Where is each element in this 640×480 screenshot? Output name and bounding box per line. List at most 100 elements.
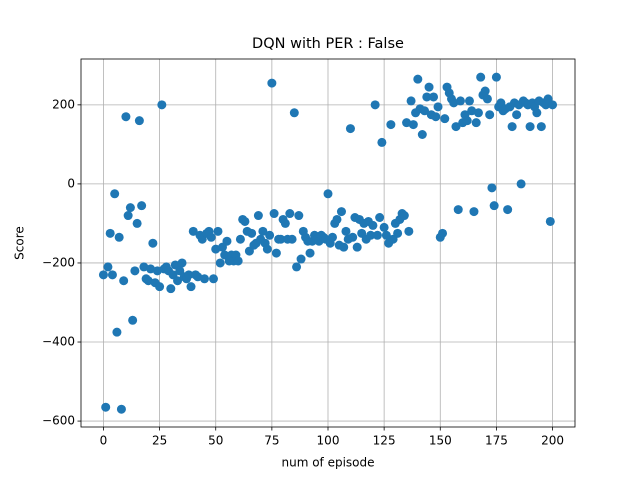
point: [166, 284, 176, 294]
point: [323, 189, 333, 199]
x-tick-label: 125: [373, 434, 396, 448]
point: [512, 110, 522, 120]
plot-marks: [98, 72, 558, 414]
point: [262, 244, 272, 254]
point: [114, 232, 124, 242]
point: [233, 256, 243, 266]
point: [101, 402, 111, 412]
point: [134, 116, 144, 126]
point: [366, 230, 376, 240]
point: [417, 129, 427, 139]
point: [489, 201, 499, 211]
x-tick-label: 25: [152, 434, 167, 448]
grid: [81, 59, 575, 427]
point: [532, 108, 542, 118]
point: [222, 236, 232, 246]
point: [265, 230, 275, 240]
point: [339, 242, 349, 252]
point: [440, 114, 450, 124]
x-tick-label: 0: [100, 434, 108, 448]
point: [379, 222, 389, 232]
point: [130, 266, 140, 276]
point: [98, 270, 108, 280]
point: [473, 108, 483, 118]
point: [294, 211, 304, 221]
point: [258, 226, 268, 236]
point: [103, 262, 113, 272]
point: [186, 282, 196, 292]
point: [413, 74, 423, 84]
point: [485, 110, 495, 120]
point: [296, 254, 306, 264]
point: [482, 94, 492, 104]
point: [112, 327, 122, 337]
point: [206, 232, 216, 242]
point: [280, 218, 290, 228]
point: [455, 96, 465, 106]
point: [433, 102, 443, 112]
point: [429, 92, 439, 102]
point: [348, 232, 358, 242]
point: [123, 211, 133, 221]
point: [464, 96, 474, 106]
point: [128, 315, 138, 325]
point: [200, 274, 209, 284]
x-axis-label: num of episode: [281, 456, 374, 470]
point: [157, 100, 167, 110]
point: [399, 211, 409, 221]
point: [525, 122, 535, 132]
point: [327, 232, 337, 242]
point: [420, 106, 430, 116]
point: [148, 238, 158, 248]
point: [408, 120, 418, 130]
point: [404, 226, 414, 236]
point: [381, 230, 391, 240]
point: [471, 118, 481, 128]
point: [491, 72, 501, 82]
point: [188, 226, 198, 236]
point: [451, 122, 461, 132]
point: [336, 207, 346, 217]
point: [341, 226, 351, 236]
point: [276, 234, 286, 244]
point: [462, 116, 472, 126]
point: [372, 230, 382, 240]
point: [503, 205, 513, 215]
x-tick-label: 175: [485, 434, 508, 448]
x-tick-label: 50: [208, 434, 223, 448]
point: [285, 209, 295, 219]
point: [137, 201, 147, 211]
point: [105, 228, 115, 238]
point: [271, 248, 281, 258]
point: [536, 122, 546, 132]
y-tick-label: −400: [42, 335, 75, 349]
x-tick-label: 200: [541, 434, 564, 448]
point: [289, 108, 299, 118]
x-tick-label: 75: [264, 434, 279, 448]
point: [253, 211, 263, 221]
point: [107, 270, 117, 280]
point: [110, 189, 120, 199]
point: [422, 92, 432, 102]
point: [476, 72, 486, 82]
point: [368, 220, 378, 230]
x-tick-label: 100: [317, 434, 340, 448]
point: [235, 234, 245, 244]
y-axis-label: Score: [13, 226, 27, 260]
point: [305, 248, 315, 258]
point: [370, 100, 380, 110]
point: [332, 214, 342, 224]
point: [173, 276, 183, 286]
point: [393, 228, 403, 238]
y-tick-label: −600: [42, 414, 75, 428]
point: [480, 86, 490, 96]
point: [184, 270, 194, 280]
point: [116, 404, 126, 414]
point: [247, 228, 257, 238]
ticks: 0 25 50 75 100 125 150 175 200 −600 −400 −200 0 200: [42, 97, 564, 447]
point: [208, 274, 218, 284]
point: [132, 218, 142, 228]
point: [352, 242, 362, 252]
point: [267, 78, 277, 88]
